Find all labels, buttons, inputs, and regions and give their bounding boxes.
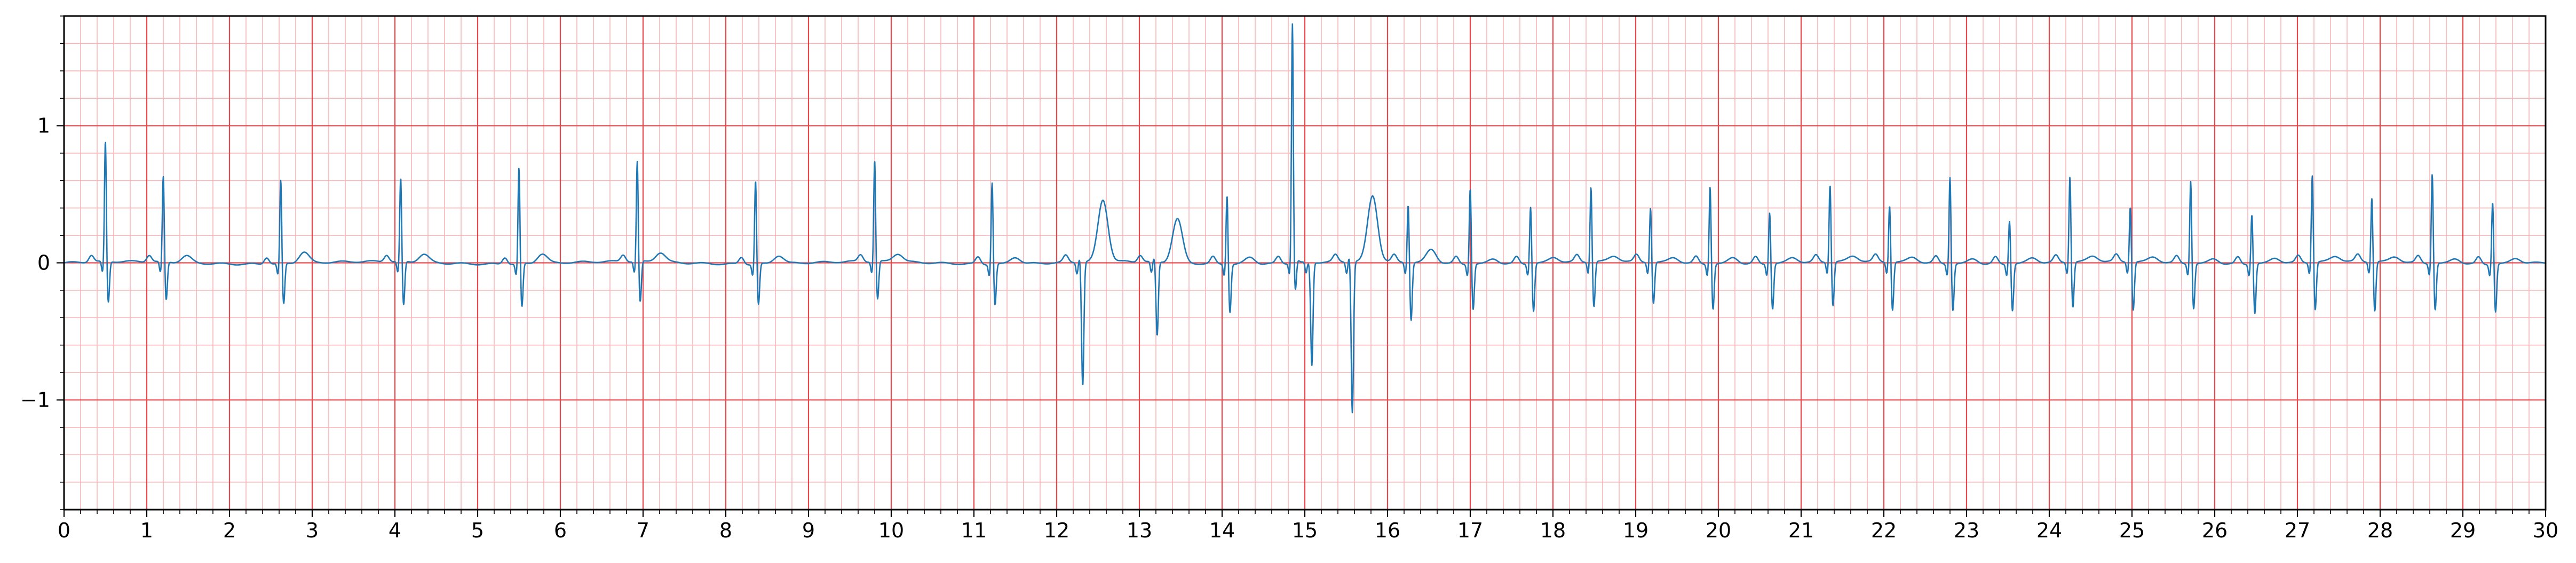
x-tick-label: 11 (961, 519, 987, 542)
x-tick-label: 27 (2285, 519, 2310, 542)
x-tick-label: 6 (554, 519, 567, 542)
x-tick-label: 13 (1127, 519, 1152, 542)
x-tick-label: 24 (2036, 519, 2062, 542)
x-tick-label: 25 (2119, 519, 2145, 542)
x-tick-label: 15 (1292, 519, 1318, 542)
x-tick-label: 30 (2533, 519, 2558, 542)
x-tick-label: 2 (223, 519, 236, 542)
x-tick-label: 10 (878, 519, 904, 542)
major-grid (63, 16, 2547, 510)
x-tick-label: 18 (1540, 519, 1566, 542)
y-tick-label: −1 (20, 388, 50, 411)
x-tick-label: 12 (1044, 519, 1069, 542)
x-tick-label: 22 (1871, 519, 1897, 542)
y-axis: −1 0 1 (20, 15, 64, 510)
ecg-trace-line (64, 23, 2546, 414)
x-tick-label: 16 (1375, 519, 1400, 542)
x-tick-label: 19 (1623, 519, 1648, 542)
x-tick-label: 29 (2450, 519, 2476, 542)
x-tick-label: 21 (1788, 519, 1814, 542)
x-tick-label: 3 (306, 519, 319, 542)
y-tick-label: 1 (37, 114, 50, 138)
x-axis: 0 1 2 3 4 5 6 7 8 9 10 11 12 13 14 15 16 17 18 19 20 21 22 23 24… (58, 510, 2558, 542)
y-tick-label: 0 (37, 251, 50, 275)
x-tick-label: 23 (1954, 519, 1979, 542)
x-tick-label: 1 (140, 519, 153, 542)
x-tick-label: 28 (2367, 519, 2393, 542)
x-tick-label: 9 (802, 519, 815, 542)
x-tick-label: 7 (637, 519, 649, 542)
x-tick-label: 8 (719, 519, 732, 542)
x-tick-label: 20 (1706, 519, 1731, 542)
x-tick-label: 5 (471, 519, 484, 542)
x-tick-label: 14 (1209, 519, 1235, 542)
x-tick-label: 17 (1457, 519, 1483, 542)
x-tick-label: 4 (389, 519, 401, 542)
x-tick-label: 0 (58, 519, 70, 542)
x-tick-label: 26 (2202, 519, 2228, 542)
